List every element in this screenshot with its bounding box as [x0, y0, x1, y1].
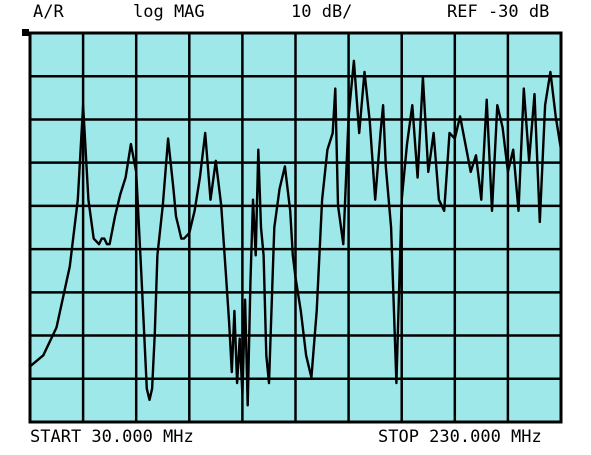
reference-marker [22, 29, 29, 36]
reference-label: REF -30 dB [447, 2, 550, 22]
scale-label: 10 dB/ [291, 2, 353, 22]
graticule [30, 33, 561, 422]
measurement-trace [29, 59, 563, 407]
plot-frame [28, 31, 563, 424]
format-label: log MAG [133, 2, 205, 22]
start-frequency-label: START 30.000 MHz [30, 427, 194, 447]
channel-label: A/R [33, 2, 64, 22]
stop-frequency-label: STOP 230.000 MHz [378, 427, 542, 447]
